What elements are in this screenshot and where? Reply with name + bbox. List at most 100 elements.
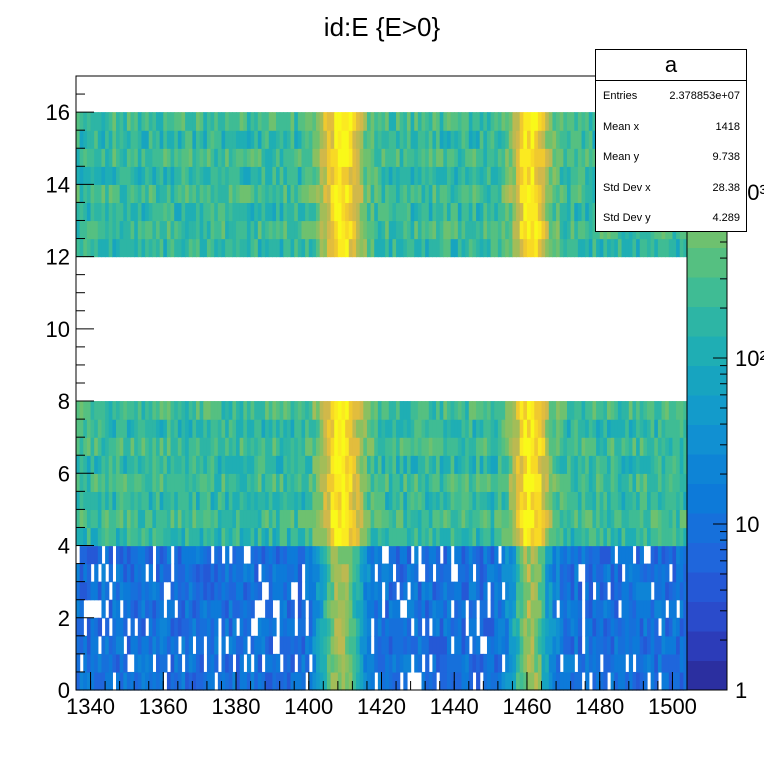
stats-label: Mean x: [603, 120, 640, 133]
heatmap-cell: [505, 130, 510, 149]
heatmap-cell: [548, 671, 554, 691]
heatmap-cell: [472, 184, 477, 204]
heatmap-cell: [250, 238, 255, 258]
heatmap-cell: [657, 419, 663, 438]
heatmap-cell: [537, 220, 543, 240]
heatmap-cell: [479, 202, 484, 222]
heatmap-cell: [421, 130, 426, 149]
heatmap-cell: [628, 581, 634, 601]
heatmap-cell: [563, 238, 568, 258]
heatmap-cell: [545, 220, 550, 240]
heatmap-cell: [436, 419, 441, 438]
heatmap-cell: [312, 166, 317, 185]
heatmap-cell: [501, 437, 506, 456]
heatmap-cell: [570, 545, 575, 565]
heatmap-cell: [294, 545, 299, 565]
heatmap-cell: [145, 202, 150, 222]
heatmap-cell: [457, 599, 463, 619]
heatmap-cell: [676, 671, 681, 691]
heatmap-cell: [210, 617, 215, 637]
heatmap-cell: [679, 635, 684, 655]
heatmap-cell: [279, 527, 284, 547]
heatmap-cell: [97, 617, 103, 637]
heatmap-cell: [239, 599, 244, 619]
heatmap-cell: [268, 419, 273, 438]
heatmap-cell: [643, 419, 648, 438]
heatmap-cell: [112, 581, 117, 601]
heatmap-cell: [596, 599, 601, 619]
heatmap-cell: [465, 455, 470, 474]
heatmap-cell: [170, 202, 175, 222]
heatmap-cell: [148, 437, 153, 456]
heatmap-cell: [116, 653, 121, 673]
heatmap-cell: [505, 509, 510, 529]
heatmap-cell: [86, 671, 92, 691]
y-tick-label: 14: [46, 172, 70, 197]
heatmap-cell: [672, 671, 677, 691]
heatmap-cell: [290, 455, 295, 474]
heatmap-cell: [174, 581, 179, 601]
heatmap-cell: [174, 202, 179, 222]
heatmap-cell: [297, 202, 303, 222]
heatmap-cell: [392, 238, 397, 258]
heatmap-cell: [86, 581, 92, 601]
heatmap-cell: [537, 419, 543, 438]
heatmap-cell: [552, 635, 557, 655]
heatmap-cell: [526, 473, 532, 492]
heatmap-cell: [432, 184, 437, 204]
heatmap-cell: [450, 581, 455, 601]
heatmap-cell: [399, 635, 404, 655]
heatmap-cell: [243, 581, 248, 601]
heatmap-cell: [665, 671, 670, 691]
heatmap-cell: [552, 545, 557, 565]
heatmap-cell: [556, 563, 561, 583]
heatmap-cell: [501, 491, 506, 511]
heatmap-cell: [239, 130, 244, 149]
heatmap-cell: [265, 473, 270, 492]
heatmap-cell: [326, 238, 332, 258]
heatmap-cell: [446, 166, 452, 185]
heatmap-cell: [497, 220, 503, 240]
heatmap-cell: [196, 509, 201, 529]
heatmap-cell: [370, 202, 375, 222]
heatmap-cell: [566, 545, 572, 565]
heatmap-cell: [199, 419, 204, 438]
heatmap-cell: [86, 130, 92, 149]
heatmap-cell: [585, 112, 590, 131]
heatmap-cell: [243, 130, 248, 149]
heatmap-cell: [385, 635, 390, 655]
heatmap-cell: [192, 671, 197, 691]
heatmap-cell: [683, 419, 688, 438]
heatmap-cell: [403, 545, 408, 565]
heatmap-cell: [217, 509, 223, 529]
heatmap-cell: [446, 112, 452, 131]
heatmap-cell: [519, 166, 524, 185]
heatmap-cell: [119, 130, 124, 149]
heatmap-cell: [585, 184, 590, 204]
heatmap-cell: [385, 220, 390, 240]
heatmap-cell: [228, 238, 233, 258]
heatmap-cell: [254, 437, 259, 456]
heatmap-cell: [545, 671, 550, 691]
heatmap-cell: [366, 473, 372, 492]
heatmap-cell: [508, 130, 514, 149]
heatmap-cell: [225, 599, 230, 619]
heatmap-cell: [356, 653, 361, 673]
heatmap-cell: [381, 671, 386, 691]
heatmap-cell: [566, 238, 572, 258]
heatmap-cell: [76, 455, 81, 474]
heatmap-cell: [141, 581, 146, 601]
heatmap-cell: [537, 401, 543, 420]
heatmap-cell: [621, 617, 626, 637]
heatmap-cell: [345, 202, 350, 222]
heatmap-cell: [126, 401, 132, 420]
heatmap-cell: [228, 401, 233, 420]
heatmap-cell: [417, 653, 423, 673]
heatmap-cell: [156, 238, 161, 258]
heatmap-cell: [316, 527, 321, 547]
heatmap-cell: [148, 202, 153, 222]
heatmap-cell: [101, 220, 106, 240]
heatmap-cell: [523, 671, 528, 691]
heatmap-cell: [606, 653, 612, 673]
heatmap-cell: [457, 653, 463, 673]
